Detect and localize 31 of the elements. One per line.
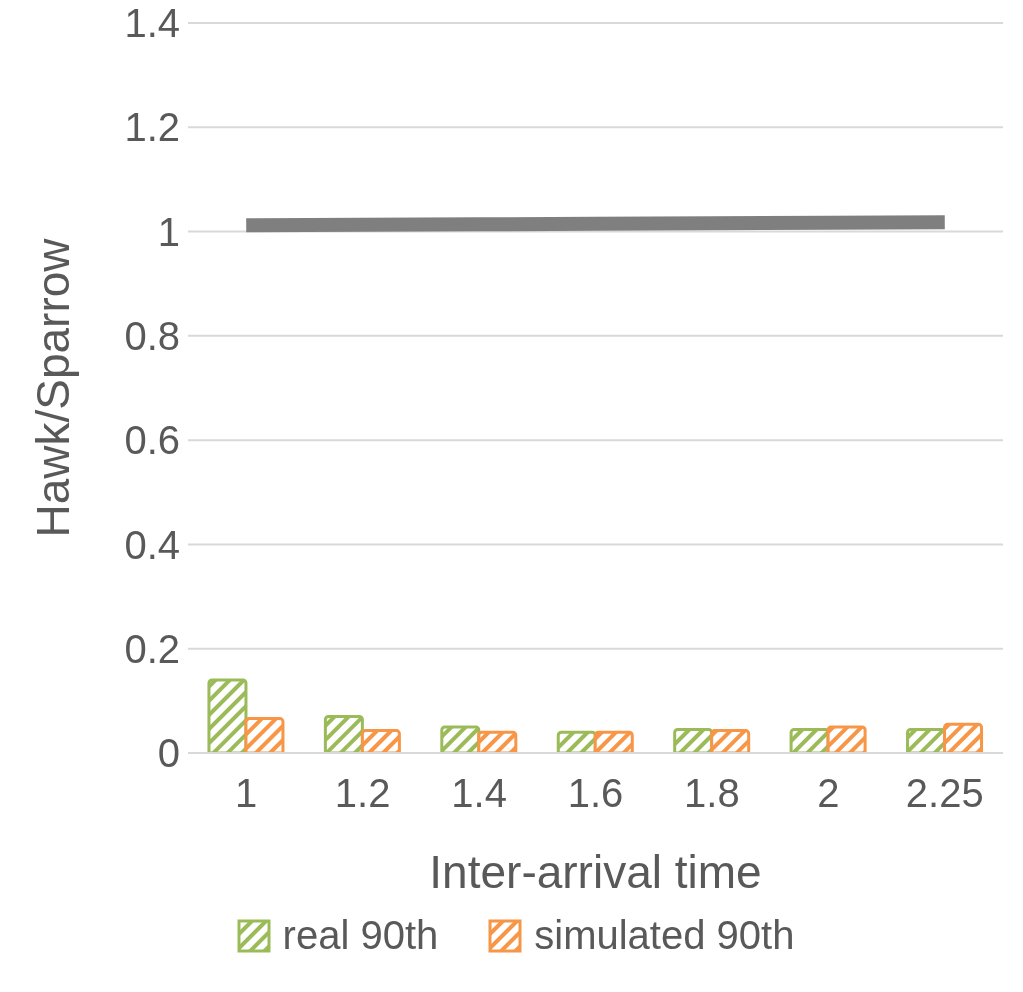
y-tick-label: 0.4 <box>124 522 180 567</box>
y-tick-label: 1 <box>157 209 180 254</box>
bar <box>244 717 285 753</box>
x-axis-title: Inter-arrival time <box>429 846 762 898</box>
x-tick-label: 1.2 <box>334 771 391 816</box>
x-tick-label: 2 <box>817 771 840 816</box>
x-tick-label: 1 <box>235 771 258 816</box>
bar <box>323 715 364 753</box>
bar <box>477 730 518 753</box>
x-tick-label: 1.6 <box>567 771 624 816</box>
legend-label: simulated 90th <box>533 913 795 958</box>
y-tick-label: 1.4 <box>124 1 180 46</box>
bar <box>360 729 401 753</box>
bar <box>673 728 714 753</box>
bar <box>440 725 481 753</box>
x-tick-label: 1.8 <box>684 771 740 816</box>
bar <box>826 725 867 753</box>
legend-label: real 90th <box>281 913 439 958</box>
bar <box>789 728 830 753</box>
y-tick-label: 1.2 <box>124 105 180 150</box>
y-axis-title: Hawk/Sparrow <box>27 237 80 538</box>
bar <box>710 729 751 753</box>
y-tick-label: 0 <box>157 731 180 776</box>
bar <box>943 722 984 753</box>
x-tick-label: 2.25 <box>905 771 984 816</box>
y-tick-label: 0.8 <box>124 314 180 359</box>
bar <box>593 730 634 753</box>
x-tick-label: 1.4 <box>451 771 507 816</box>
y-tick-label: 0.6 <box>124 418 180 463</box>
y-tick-label: 0.2 <box>124 626 180 671</box>
bar <box>207 678 248 753</box>
